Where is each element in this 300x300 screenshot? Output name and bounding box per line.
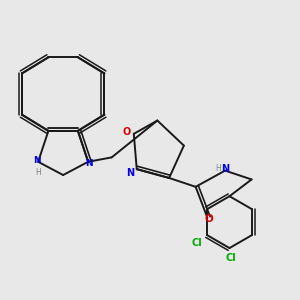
- Text: N: N: [221, 164, 229, 174]
- Text: N: N: [85, 159, 93, 168]
- Text: H: H: [35, 168, 41, 177]
- Text: Cl: Cl: [226, 254, 236, 263]
- Text: N: N: [33, 156, 41, 165]
- Text: H: H: [215, 164, 220, 173]
- Text: N: N: [126, 168, 134, 178]
- Text: O: O: [122, 127, 130, 137]
- Text: Cl: Cl: [191, 238, 202, 248]
- Text: O: O: [205, 214, 213, 224]
